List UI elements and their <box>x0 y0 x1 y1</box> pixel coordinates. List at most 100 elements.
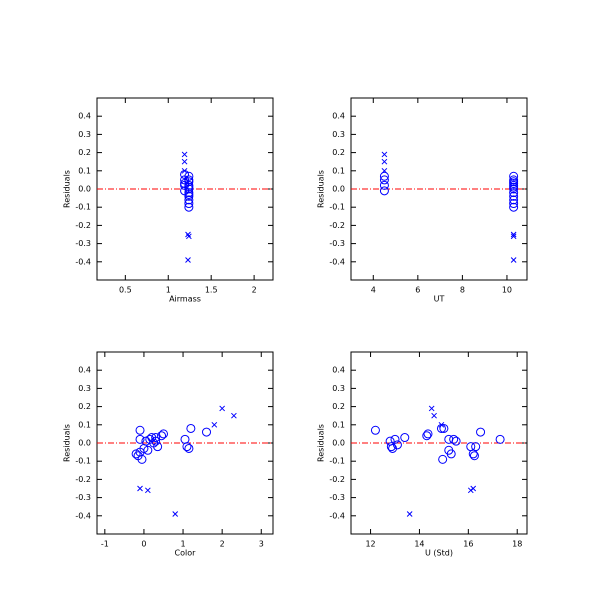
y-tick-label: 0.3 <box>332 384 345 393</box>
y-tick-label: -0.2 <box>75 221 91 230</box>
point <box>186 233 192 240</box>
point <box>379 175 389 185</box>
point <box>231 412 237 419</box>
y-tick-label: 0.3 <box>78 384 91 393</box>
point <box>370 425 380 435</box>
point <box>471 442 481 452</box>
x-axis-label: Color <box>175 549 197 558</box>
point <box>476 427 486 437</box>
point <box>469 451 479 461</box>
y-tick-label: 0.2 <box>78 148 91 157</box>
point <box>137 485 143 492</box>
point <box>422 431 432 441</box>
x-tick-label: 1 <box>166 286 171 295</box>
point <box>449 434 459 444</box>
point <box>495 434 505 444</box>
point <box>381 158 388 165</box>
y-tick-label: 0.0 <box>78 185 91 194</box>
y-tick-label: 0.0 <box>332 439 345 448</box>
x-tick-label: 2 <box>252 286 257 295</box>
y-tick-label: 0.2 <box>332 402 345 411</box>
point <box>135 425 145 435</box>
point <box>181 158 188 165</box>
point <box>184 171 194 181</box>
point <box>184 189 194 199</box>
x-tick-label: 10 <box>502 286 512 295</box>
y-tick-label: -0.4 <box>329 511 345 520</box>
y-tick-label: -0.2 <box>329 221 345 230</box>
x-tick-label: 4 <box>371 286 376 295</box>
point <box>509 188 519 198</box>
point <box>381 151 388 158</box>
point <box>379 171 389 181</box>
point <box>172 511 179 517</box>
x-tick-label: 0 <box>141 540 146 549</box>
x-tick-label: -1 <box>101 540 109 549</box>
x-axis-label: U (Std) <box>425 549 453 558</box>
point <box>386 442 396 452</box>
x-axis-label: UT <box>434 295 445 304</box>
y-tick-label: -0.4 <box>329 257 345 266</box>
y-tick-label: 0.3 <box>332 130 345 139</box>
point <box>184 175 194 185</box>
point <box>390 434 400 444</box>
point <box>182 442 192 452</box>
y-tick-label: 0.2 <box>332 148 345 157</box>
y-tick-label: 0.4 <box>78 112 91 121</box>
point <box>180 434 190 444</box>
y-tick-label: -0.1 <box>75 203 91 212</box>
y-tick-label: 0.3 <box>78 130 91 139</box>
point <box>151 433 161 443</box>
point <box>509 182 519 192</box>
y-tick-label: -0.3 <box>329 239 345 248</box>
point <box>509 171 519 181</box>
y-axis-label: Residuals <box>317 170 326 208</box>
point <box>158 429 168 439</box>
point <box>439 423 449 433</box>
y-tick-label: -0.3 <box>75 239 91 248</box>
y-tick-label: 0.4 <box>332 112 345 121</box>
y-tick-label: 0.0 <box>332 185 345 194</box>
y-tick-label: 0.2 <box>78 402 91 411</box>
y-tick-label: 0.4 <box>78 366 91 375</box>
x-tick-label: 1.5 <box>205 286 218 295</box>
y-tick-label: -0.2 <box>329 475 345 484</box>
point <box>438 454 448 464</box>
y-tick-label: 0.1 <box>332 420 345 429</box>
x-tick-label: 6 <box>415 286 420 295</box>
point <box>143 445 153 455</box>
point <box>379 186 389 196</box>
point <box>186 423 196 433</box>
point <box>144 487 151 494</box>
x-axis-label: Airmass <box>169 295 201 304</box>
x-tick-label: 2 <box>220 540 225 549</box>
x-tick-label: 0.5 <box>119 286 132 295</box>
y-tick-label: -0.4 <box>75 511 91 520</box>
x-tick-label: 12 <box>365 540 375 549</box>
point <box>185 257 191 263</box>
y-tick-label: 0.1 <box>78 420 91 429</box>
x-tick-label: 8 <box>460 286 465 295</box>
point <box>202 427 212 437</box>
point <box>451 436 461 446</box>
x-tick-label: 16 <box>463 540 473 549</box>
point <box>211 421 218 428</box>
y-tick-label: 0.0 <box>78 439 91 448</box>
point <box>135 434 145 444</box>
point <box>400 433 410 443</box>
point <box>184 199 194 209</box>
point <box>509 202 519 212</box>
y-tick-label: -0.3 <box>75 493 91 502</box>
point <box>510 257 517 263</box>
x-tick-label: 3 <box>259 540 264 549</box>
point <box>470 485 477 492</box>
y-tick-label: -0.2 <box>75 475 91 484</box>
point <box>379 180 389 190</box>
x-tick-label: 1 <box>180 540 185 549</box>
y-axis-label: Residuals <box>63 170 72 208</box>
point <box>428 405 435 412</box>
y-tick-label: -0.3 <box>329 493 345 502</box>
point <box>431 412 437 419</box>
y-tick-label: -0.1 <box>329 203 345 212</box>
y-tick-label: 0.1 <box>78 166 91 175</box>
